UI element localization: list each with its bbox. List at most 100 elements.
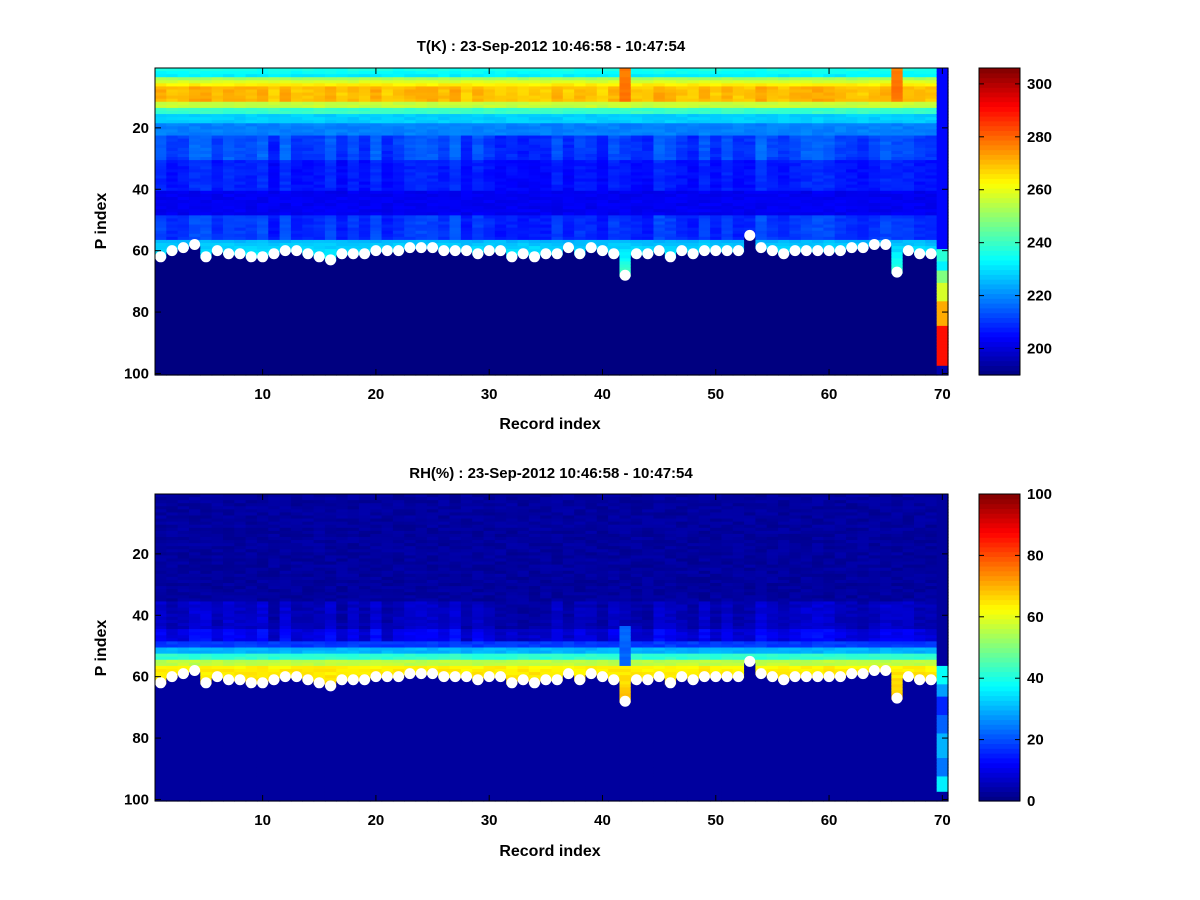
- heatmap-cell: [472, 92, 485, 97]
- heatmap-cell: [336, 242, 349, 247]
- heatmap-cell: [347, 239, 360, 244]
- heatmap-cell: [290, 77, 303, 81]
- heatmap-cell: [358, 184, 371, 189]
- heatmap-cell: [336, 110, 349, 115]
- heatmap-cell: [245, 196, 258, 201]
- heatmap-cell: [166, 289, 179, 293]
- heatmap-cell: [472, 77, 485, 81]
- heatmap-cell: [188, 114, 201, 118]
- heatmap-cell: [472, 196, 485, 201]
- heatmap-cell: [313, 160, 326, 164]
- heatmap-cell: [200, 359, 213, 364]
- heatmap-cell: [166, 71, 179, 75]
- heatmap-cell: [166, 350, 179, 355]
- heatmap-cell: [415, 123, 428, 127]
- heatmap-cell: [426, 184, 439, 189]
- heatmap-cell: [268, 215, 281, 220]
- heatmap-cell: [449, 267, 462, 272]
- heatmap-cell: [404, 107, 417, 112]
- heatmap-cell: [211, 203, 224, 207]
- heatmap-cell: [290, 129, 303, 134]
- heatmap-cell: [222, 335, 235, 339]
- heatmap-cell: [426, 282, 439, 287]
- heatmap-cell: [256, 267, 269, 272]
- heatmap-cell: [381, 206, 394, 210]
- heatmap-cell: [381, 150, 394, 155]
- heatmap-cell: [460, 335, 473, 339]
- heatmap-cell: [336, 353, 349, 358]
- heatmap-cell: [336, 120, 349, 124]
- heatmap-cell: [415, 227, 428, 232]
- heatmap-cell: [302, 304, 315, 309]
- heatmap-cell: [347, 163, 360, 167]
- heatmap-cell: [200, 123, 213, 127]
- heatmap-cell: [279, 110, 292, 115]
- heatmap-cell: [426, 298, 439, 302]
- heatmap-cell: [336, 221, 349, 226]
- heatmap-cell: [404, 285, 417, 290]
- heatmap-cell: [200, 273, 213, 278]
- heatmap-cell: [211, 123, 224, 127]
- heatmap-cell: [222, 169, 235, 173]
- heatmap-cell: [290, 187, 303, 192]
- heatmap-cell: [268, 157, 281, 161]
- heatmap-cell: [404, 316, 417, 321]
- heatmap-cell: [302, 147, 315, 152]
- heatmap-cell: [336, 107, 349, 112]
- heatmap-cell: [211, 310, 224, 315]
- heatmap-cell: [256, 218, 269, 223]
- heatmap-cell: [426, 261, 439, 266]
- heatmap-cell: [438, 307, 451, 312]
- heatmap-cell: [449, 304, 462, 309]
- heatmap-cell: [472, 328, 485, 333]
- heatmap-cell: [166, 209, 179, 213]
- heatmap-cell: [188, 163, 201, 167]
- heatmap-cell: [404, 304, 417, 309]
- heatmap-cell: [404, 322, 417, 327]
- heatmap-cell: [256, 328, 269, 333]
- heatmap-cell: [211, 71, 224, 75]
- heatmap-cell: [155, 80, 167, 84]
- heatmap-cell: [222, 206, 235, 210]
- heatmap-cell: [381, 261, 394, 266]
- heatmap-cell: [460, 132, 473, 137]
- heatmap-cell: [256, 95, 269, 100]
- heatmap-cell: [324, 92, 337, 97]
- heatmap-cell: [279, 270, 292, 275]
- heatmap-cell: [302, 101, 315, 106]
- heatmap-cell: [290, 71, 303, 75]
- heatmap-cell: [302, 313, 315, 318]
- heatmap-cell: [336, 279, 349, 284]
- heatmap-cell: [200, 304, 213, 309]
- heatmap-cell: [426, 270, 439, 275]
- heatmap-cell: [211, 132, 224, 137]
- heatmap-cell: [279, 301, 292, 305]
- heatmap-cell: [177, 267, 190, 272]
- heatmap-cell: [392, 221, 405, 226]
- heatmap-cell: [279, 304, 292, 309]
- heatmap-cell: [245, 356, 258, 361]
- heatmap-cell: [177, 83, 190, 88]
- heatmap-cell: [256, 301, 269, 305]
- heatmap-cell: [358, 144, 371, 149]
- heatmap-cell: [155, 166, 167, 170]
- heatmap-cell: [177, 227, 190, 232]
- heatmap-cell: [245, 371, 258, 376]
- heatmap-cell: [415, 298, 428, 302]
- heatmap-cell: [256, 249, 269, 253]
- heatmap-cell: [268, 178, 281, 183]
- heatmap-cell: [313, 196, 326, 201]
- heatmap-cell: [392, 126, 405, 130]
- heatmap-cell: [166, 230, 179, 235]
- heatmap-cell: [438, 218, 451, 223]
- heatmap-cell: [358, 307, 371, 312]
- heatmap-cell: [438, 347, 451, 352]
- heatmap-cell: [404, 86, 417, 91]
- heatmap-cell: [155, 132, 167, 137]
- heatmap-cell: [268, 359, 281, 364]
- heatmap-cell: [177, 135, 190, 140]
- heatmap-cell: [438, 356, 451, 361]
- heatmap-cell: [358, 68, 371, 72]
- heatmap-cell: [222, 325, 235, 330]
- heatmap-cell: [392, 86, 405, 91]
